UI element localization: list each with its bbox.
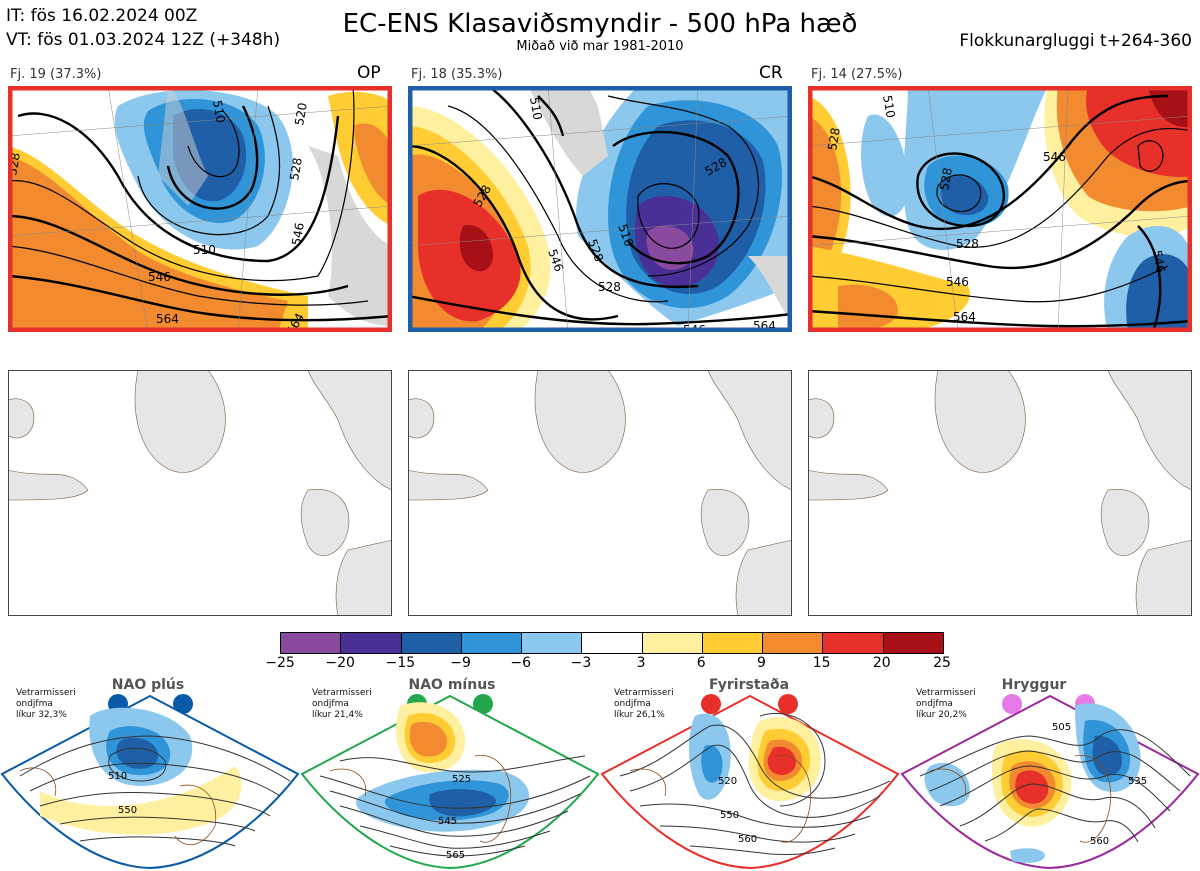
panel-2-label: Fj. 18 (35.3%) bbox=[411, 67, 503, 82]
contour-label: 545 bbox=[438, 816, 457, 827]
contour-label: 546 bbox=[1150, 249, 1168, 274]
classification-window: Flokkunargluggi t+264-360 bbox=[959, 31, 1192, 51]
cluster-map-1: 510 520 528 528 546 564 564 546 510 bbox=[8, 86, 392, 332]
regime-marker bbox=[173, 694, 193, 714]
contour-label: 560 bbox=[1090, 836, 1109, 847]
colorbar-tick-label: 20 bbox=[872, 655, 891, 671]
contour-label: 546 bbox=[946, 275, 969, 289]
colorbar-swatch bbox=[340, 633, 401, 653]
valid-time: VT: fös 01.03.2024 12Z (+348h) bbox=[6, 30, 281, 50]
colorbar-swatch bbox=[400, 633, 461, 653]
regime-note-line: líkur 26,1% bbox=[614, 710, 665, 720]
panel-2-tag: CR bbox=[759, 63, 783, 83]
colorbar-ticks: −25 −20 −15 −9 −6 −3 3 6 9 15 20 25 bbox=[265, 655, 951, 673]
colorbar-swatch bbox=[822, 633, 883, 653]
regime-marker bbox=[701, 694, 721, 714]
regime-note-line: Vetrarmisseri bbox=[16, 688, 76, 698]
regime-marker bbox=[778, 694, 798, 714]
regime-ridge: Vetrarmisseri ondjfma líkur 20,2% Hryggu… bbox=[900, 676, 1200, 871]
colorbar-tick-label: 15 bbox=[812, 655, 831, 671]
regime-name: NAO mínus bbox=[408, 677, 496, 693]
regime-note-line: Vetrarmisseri bbox=[916, 688, 976, 698]
contour-label: 528 bbox=[825, 127, 843, 152]
colorbar-swatch bbox=[281, 633, 341, 653]
regime-note-line: Vetrarmisseri bbox=[614, 688, 674, 698]
contour-label: 564 bbox=[953, 310, 976, 324]
colorbar-tick-label: 9 bbox=[756, 655, 766, 671]
contour-label: 510 bbox=[193, 243, 216, 257]
colorbar-swatch bbox=[581, 633, 642, 653]
regime-name: NAO plús bbox=[111, 677, 185, 693]
regime-note-line: Vetrarmisseri bbox=[312, 688, 372, 698]
contour-label: 510 bbox=[210, 99, 228, 124]
colorbar-tick-label: −25 bbox=[265, 655, 295, 671]
contour-label: 546 bbox=[148, 270, 171, 284]
colorbar-swatch bbox=[882, 633, 943, 653]
regime-name: Fyrirstaða bbox=[708, 677, 790, 693]
contour-label: 510 bbox=[880, 94, 898, 119]
empty-map-1 bbox=[7, 369, 393, 617]
colorbar-tick-label: −9 bbox=[450, 655, 471, 671]
colorbar bbox=[280, 632, 944, 654]
contour-label: 550 bbox=[118, 805, 137, 816]
cluster-map-3: 528 528 546 546 528 546 564 510 bbox=[808, 86, 1192, 332]
regime-note-line: líkur 21,4% bbox=[312, 710, 363, 720]
empty-map-2 bbox=[407, 369, 793, 617]
regime-nao-plus: Vetrarmisseri ondjfma líkur 32,3% NAO pl… bbox=[0, 676, 300, 871]
regime-marker bbox=[1002, 694, 1022, 714]
panel-1-label: Fj. 19 (37.3%) bbox=[10, 67, 102, 82]
colorbar-tick-label: 25 bbox=[933, 655, 951, 671]
regime-blocking: Vetrarmisseri ondjfma líkur 26,1% Fyrirs… bbox=[600, 676, 900, 871]
colorbar-tick-label: 6 bbox=[696, 655, 706, 671]
colorbar-tick-label: −3 bbox=[570, 655, 592, 671]
contour-label: 528 bbox=[598, 280, 621, 294]
regime-note-line: líkur 32,3% bbox=[16, 710, 67, 720]
contour-label: 520 bbox=[718, 776, 737, 787]
colorbar-tick-label: −20 bbox=[325, 655, 355, 671]
regime-note-line: ondjfma bbox=[916, 699, 953, 709]
colorbar-swatch bbox=[521, 633, 582, 653]
contour-label: 510 bbox=[527, 96, 545, 121]
regime-nao-minus: Vetrarmisseri ondjfma líkur 21,4% NAO mí… bbox=[300, 676, 600, 871]
contour-label: 520 bbox=[292, 102, 310, 127]
initial-time: IT: fös 16.02.2024 00Z bbox=[6, 6, 198, 26]
contour-label: 546 bbox=[1043, 150, 1066, 164]
contour-label: 528 bbox=[937, 167, 955, 192]
contour-label: 560 bbox=[738, 834, 757, 845]
contour-label: 510 bbox=[108, 771, 127, 782]
empty-map-3 bbox=[807, 369, 1193, 617]
regime-note-line: líkur 20,2% bbox=[916, 710, 967, 720]
page-subtitle: Miðað við mar 1981-2010 bbox=[516, 39, 684, 54]
contour-label: 505 bbox=[1052, 722, 1071, 733]
contour-label: 535 bbox=[1128, 776, 1147, 787]
contour-label: 550 bbox=[720, 810, 739, 821]
regime-note-line: ondjfma bbox=[614, 699, 651, 709]
page-title: EC-ENS Klasaviðsmyndir - 500 hPa hæð bbox=[342, 9, 858, 39]
contour-label: 528 bbox=[956, 237, 979, 251]
contour-label: 525 bbox=[452, 774, 471, 785]
colorbar-swatch bbox=[701, 633, 763, 653]
colorbar-tick-label: 3 bbox=[636, 655, 646, 671]
colorbar-tick-label: −15 bbox=[385, 655, 416, 671]
contour-label: 546 bbox=[289, 222, 307, 247]
colorbar-swatch bbox=[641, 633, 702, 653]
colorbar-swatch bbox=[460, 633, 522, 653]
regime-name: Hryggur bbox=[1001, 677, 1067, 693]
regime-note-line: ondjfma bbox=[16, 699, 53, 709]
cluster-map-2: 510 528 546 528 510 528 528 546 564 bbox=[408, 86, 792, 332]
panel-3-label: Fj. 14 (27.5%) bbox=[811, 67, 903, 82]
contour-label: 564 bbox=[156, 312, 179, 326]
regime-note-line: ondjfma bbox=[312, 699, 349, 709]
contour-label: 565 bbox=[446, 850, 465, 861]
colorbar-tick-label: −6 bbox=[510, 655, 532, 671]
header-times: IT: fös 16.02.2024 00Z VT: fös 01.03.202… bbox=[6, 4, 280, 52]
regime-marker bbox=[473, 694, 493, 714]
panel-1-tag: OP bbox=[357, 63, 381, 83]
colorbar-swatch bbox=[762, 633, 823, 653]
contour-label: 528 bbox=[287, 157, 305, 182]
